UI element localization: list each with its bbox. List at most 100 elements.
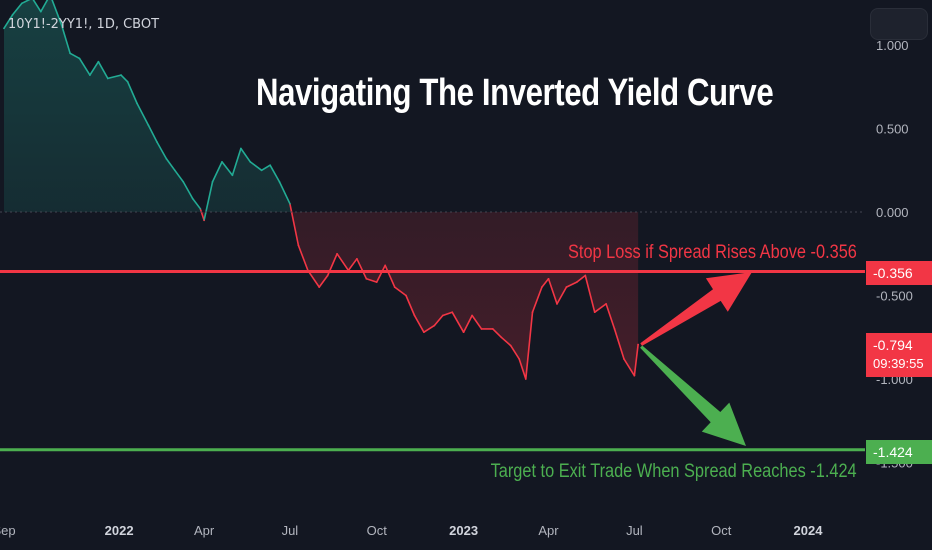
series-point (442, 314, 444, 317)
series-segment (174, 169, 185, 183)
series-segment (21, 0, 31, 5)
series-point (78, 57, 81, 60)
series-segment (60, 24, 71, 55)
x-tick-label: Apr (538, 523, 559, 538)
target-price-tag: -1.424 (866, 440, 932, 464)
series-segment (240, 147, 252, 163)
stop-price-tag: -0.356 (866, 261, 932, 285)
series-segment (518, 358, 527, 380)
series-segment (136, 102, 150, 126)
series-segment (393, 286, 407, 297)
series-point (525, 378, 527, 380)
series-segment (584, 274, 596, 314)
bar-countdown: 09:39:55 (873, 356, 924, 371)
series-point (136, 102, 138, 105)
series-segment (165, 157, 176, 172)
series-point (565, 286, 568, 288)
y-tick-label: 1.000 (876, 38, 909, 53)
series-segment (39, 0, 49, 13)
series-segment (384, 264, 396, 288)
stop-loss-annotation: Stop Loss if Spread Rises Above -0.356 (568, 242, 857, 263)
series-segment (575, 274, 587, 283)
series-segment (491, 328, 503, 339)
series-point (174, 169, 176, 172)
series-segment (613, 328, 625, 360)
series-point (471, 314, 473, 317)
series-segment (423, 324, 436, 334)
series-segment (336, 253, 350, 272)
x-tick-label: 2022 (105, 523, 134, 538)
series-point (147, 124, 150, 126)
series-point (203, 219, 205, 222)
series-point (231, 174, 234, 177)
x-tick-label: Jul (626, 523, 643, 538)
series-segment (375, 264, 387, 283)
series-point (191, 197, 194, 200)
series-segment (297, 244, 309, 272)
series-segment (269, 164, 281, 183)
series-segment (126, 80, 138, 105)
target-direction-arrow (640, 345, 746, 446)
series-segment (531, 286, 543, 314)
series-segment (433, 314, 444, 327)
series-point (393, 286, 396, 288)
series-point (269, 164, 271, 166)
series-segment (365, 277, 378, 283)
series-point (21, 2, 23, 5)
series-point (462, 331, 465, 334)
series-point (260, 169, 263, 172)
area-fill-positive (4, 0, 639, 212)
series-point (518, 358, 520, 360)
series-segment (500, 336, 512, 347)
series-segment (347, 257, 358, 272)
series-segment (524, 311, 534, 380)
series-segment (203, 181, 214, 222)
series-segment (156, 141, 168, 160)
x-tick-label: Jul (282, 523, 299, 538)
series-segment (405, 294, 416, 317)
x-tick-label: 2024 (794, 523, 824, 538)
current-price-tag: -0.794 09:39:55 (866, 333, 932, 377)
series-segment (441, 311, 454, 317)
series-segment (231, 147, 242, 177)
series-segment (78, 57, 91, 76)
series-segment (32, 0, 42, 13)
series-point (492, 328, 494, 330)
series-segment (593, 303, 607, 314)
series-segment (260, 164, 271, 172)
series-point (593, 311, 596, 314)
x-tick-label: Sep (0, 523, 16, 538)
series-point (156, 141, 158, 143)
series-point (278, 181, 281, 183)
series-point (3, 27, 5, 30)
series-segment (89, 60, 100, 76)
series-point (120, 74, 122, 76)
series-point (69, 52, 71, 55)
series-segment (249, 161, 263, 172)
series-point (60, 24, 63, 26)
series-point (413, 314, 416, 317)
series-segment (3, 14, 14, 30)
series-point (40, 10, 42, 13)
series-point (211, 181, 214, 183)
y-tick-label: 0.500 (876, 122, 909, 137)
series-point (240, 147, 242, 150)
series-segment (107, 74, 122, 80)
series-point (613, 328, 616, 330)
series-point (541, 286, 543, 288)
series-segment (211, 161, 223, 183)
series-point (531, 311, 534, 314)
series-segment (221, 161, 234, 177)
ticker-symbol[interactable]: 10Y1!-2YY1!, 1D, CBOT (8, 17, 160, 32)
series-point (423, 331, 425, 334)
series-point (249, 161, 252, 163)
series-point (605, 303, 607, 305)
series-point (637, 343, 639, 346)
area-fill-negative (4, 212, 639, 379)
chart-settings-button[interactable] (870, 8, 928, 40)
series-point (500, 336, 503, 339)
series-point (336, 253, 338, 255)
series-segment (413, 314, 425, 334)
series-segment (541, 277, 550, 288)
